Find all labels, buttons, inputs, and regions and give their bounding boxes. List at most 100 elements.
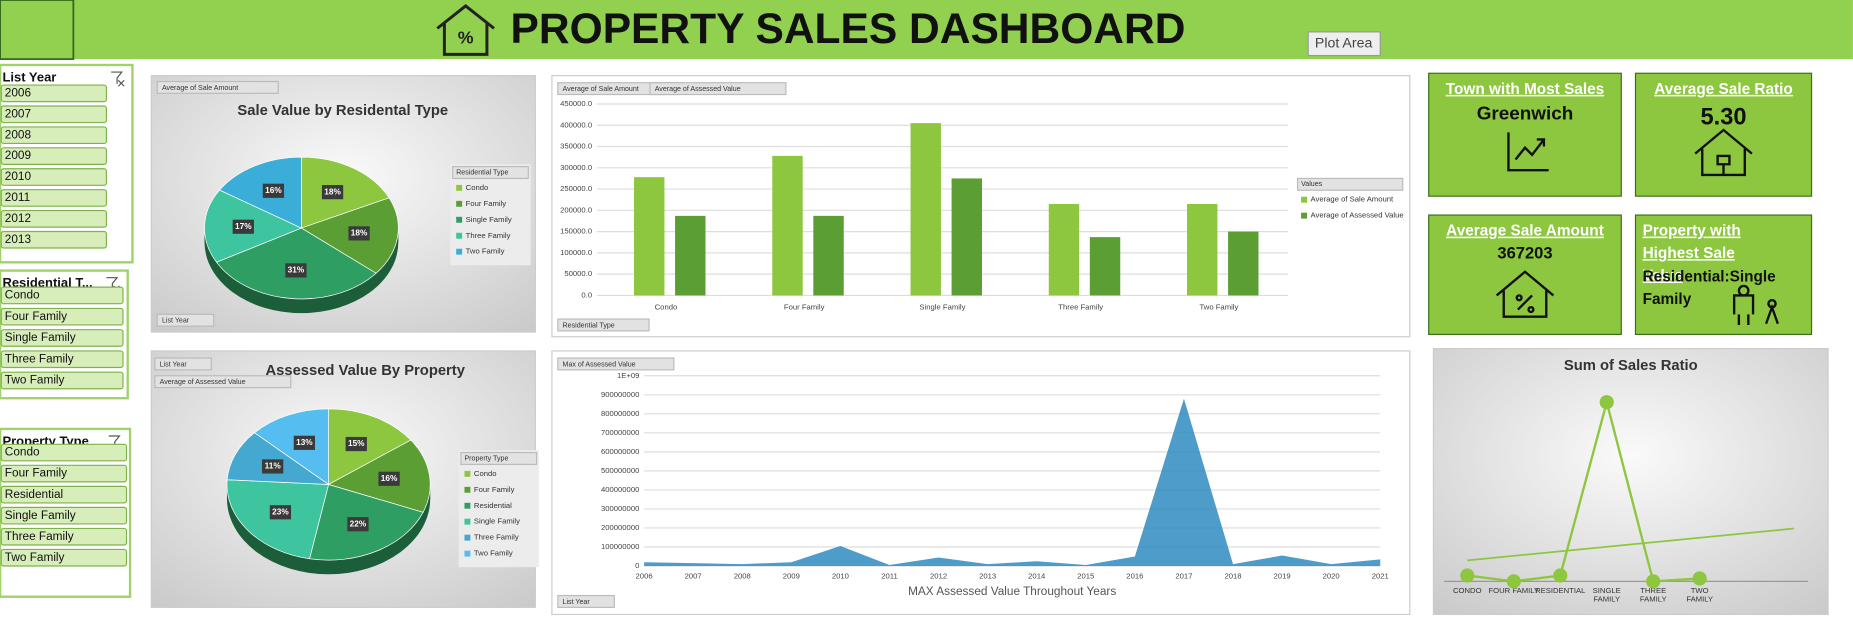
field-button[interactable] [154,375,292,389]
legend-swatch [456,232,463,239]
slicer-item[interactable] [0,527,128,546]
legend-label: Two Family [466,247,505,256]
field-button-label[interactable]: Average of Sale Amount [162,84,238,92]
data-label: 23% [272,507,289,516]
kpi-icon [1507,132,1549,172]
legend-label: Single Family [474,517,520,526]
field-button-label[interactable]: Average of Assessed Value [160,378,246,386]
x-tick-label: 2018 [1224,572,1241,581]
slicer-item[interactable] [0,105,108,124]
slicer-item[interactable] [0,147,108,165]
kpi-card [1634,214,1813,335]
legend-title-box[interactable] [452,166,529,180]
slicer-item[interactable] [0,126,108,145]
legend-panel [450,164,531,266]
slicer-item[interactable] [0,168,108,186]
kpi-card [1428,72,1622,197]
data-label: 22% [350,519,367,528]
legend-swatch [456,216,463,223]
pie-slice [219,156,302,229]
field-button[interactable] [156,80,279,94]
legend-swatch [464,518,471,525]
kpi-value: Residential:Single Family [1643,269,1777,308]
legend-swatch [456,184,463,191]
legend-label: Three Family [466,231,511,240]
field-button[interactable] [156,313,215,327]
slicer-item[interactable] [0,230,108,249]
field-button[interactable] [649,82,787,96]
slicer-item-label: Four Family [5,309,67,323]
legend-title-box[interactable] [1296,177,1404,191]
slicer-item[interactable] [0,485,128,504]
tooltip: Plot Area [1315,35,1373,51]
slicer-item[interactable] [0,189,108,207]
field-button-label[interactable]: Max of Assessed Value [563,360,636,368]
field-button[interactable] [154,357,212,371]
data-label-box [285,263,307,278]
legend-swatch [464,534,471,541]
bar [675,215,706,296]
field-button-label[interactable]: List Year [160,360,188,368]
legend-title: Residential Type [456,168,508,176]
x-tick-label: SINGLE FAMILY [1593,586,1621,604]
x-tick-label: FOUR FAMILY [1488,586,1539,595]
line-point [1553,568,1568,583]
field-button-label[interactable]: Average of Assessed Value [655,85,741,93]
field-button-label[interactable]: List Year [162,317,190,325]
slicer-item[interactable] [0,209,108,228]
field-button-label[interactable]: List Year [563,598,591,606]
legend-title-box[interactable] [460,451,538,465]
data-label: 31% [288,266,305,275]
y-tick-label: 300000.0 [560,163,592,172]
legend-label: Condo [474,469,497,478]
field-button-label[interactable]: Average of Sale Amount [563,85,639,93]
dashboard-title: PROPERTY SALES DASHBOARD [511,5,1186,53]
line-point [1692,571,1707,586]
y-tick-label: 200000.0 [560,205,592,214]
slicer-item-label: Four Family [5,466,67,480]
data-label-box [345,436,367,452]
slicer-item-label: Single Family [5,330,76,344]
slicer-item[interactable] [0,350,124,369]
legend-swatch [464,470,471,477]
field-button[interactable] [557,318,650,332]
legend-label: Three Family [474,533,519,542]
line-point [1506,574,1521,589]
slicer-item[interactable] [0,84,108,103]
legend-swatch [1301,196,1307,203]
slicer-item-label: Condo [5,288,40,302]
data-label: 16% [265,186,282,195]
y-tick-label: 50000.0 [564,269,592,278]
y-tick-label: 700000000 [601,428,639,437]
slicer-item-label: Single Family [5,508,76,522]
data-label-box [378,471,400,486]
slicer-item[interactable] [0,443,128,462]
data-label: 13% [296,438,313,447]
field-button[interactable] [557,594,615,608]
field-button-label[interactable]: Residential Type [563,321,615,329]
x-tick-label: 2015 [1077,572,1094,581]
data-label: 18% [324,187,341,196]
legend-swatch [464,486,471,493]
slicer-clear-icon[interactable] [111,71,125,87]
y-tick-label: 200000000 [601,523,639,532]
slicer-item[interactable] [0,464,128,483]
slicer-item[interactable] [0,548,128,567]
legend-label: Four Family [474,485,515,494]
slicer-item[interactable] [0,329,124,347]
legend-label: Two Family [474,549,513,558]
slicer-item[interactable] [0,307,124,326]
area [644,398,1381,567]
slicer-item[interactable] [0,286,124,305]
slicer-item[interactable] [0,506,128,525]
svg-text:%: % [458,28,474,48]
slicer-item[interactable] [0,371,124,390]
slicer-item-label: 2008 [5,127,32,141]
field-button[interactable] [557,357,675,371]
y-tick-label: 1E+09 [617,371,639,380]
kpi-title: Average Sale Ratio [1654,81,1793,98]
slicer-item-label: 2010 [5,169,32,183]
x-tick-label: 2020 [1323,572,1340,581]
x-tick-label: CONDO [1453,586,1482,595]
